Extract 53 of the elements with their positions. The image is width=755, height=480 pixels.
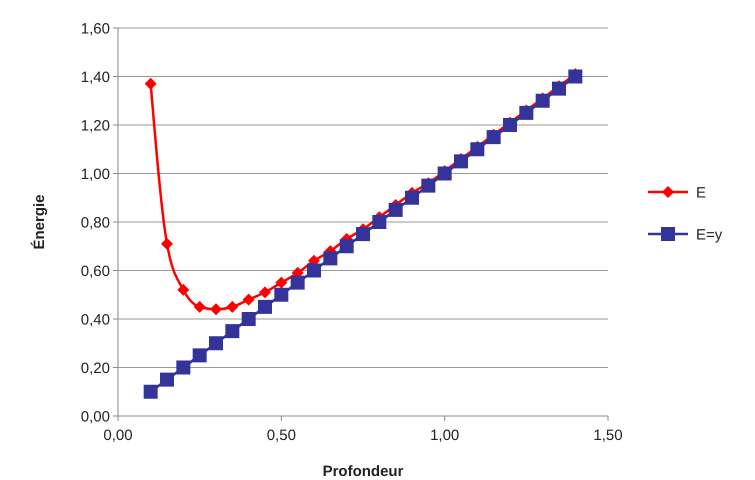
point <box>144 78 157 90</box>
point <box>177 284 190 296</box>
point <box>307 264 321 278</box>
y-tick-label: 0,00 <box>80 408 110 426</box>
point <box>194 300 206 313</box>
y-tick-label: 0,60 <box>80 262 110 280</box>
y-tick-label: 1,40 <box>80 68 110 86</box>
y-tick-label: 0,40 <box>80 311 110 328</box>
point <box>340 239 354 254</box>
point <box>454 154 468 168</box>
x-tick-label: 0,00 <box>103 427 133 444</box>
point <box>323 251 338 266</box>
legend-label: E <box>696 184 706 202</box>
point <box>210 303 222 316</box>
legend-label: E=y <box>696 226 723 244</box>
point <box>372 215 386 229</box>
point <box>290 276 305 290</box>
point <box>519 106 534 120</box>
point <box>161 238 173 250</box>
point <box>192 348 207 362</box>
point <box>356 227 370 242</box>
y-tick-label: 0,20 <box>80 360 110 377</box>
x-tick-label: 1,00 <box>430 427 460 444</box>
point <box>209 336 223 350</box>
point <box>226 300 238 313</box>
point <box>176 360 190 374</box>
y-tick-label: 0,80 <box>80 214 110 232</box>
point <box>503 118 517 132</box>
y-axis-title: Énergie <box>30 194 48 250</box>
point <box>258 300 272 314</box>
point <box>274 288 288 302</box>
point <box>536 94 550 108</box>
point <box>275 276 288 289</box>
point <box>242 294 255 306</box>
point <box>438 166 452 180</box>
y-tick-label: 1,00 <box>80 166 110 183</box>
y-tick-label: 1,20 <box>80 117 110 134</box>
point <box>259 286 271 298</box>
x-tick-label: 1,50 <box>593 427 623 444</box>
point <box>405 190 419 205</box>
x-axis-title: Profondeur <box>322 463 404 480</box>
point <box>552 82 566 96</box>
x-tick-label: 0,50 <box>266 427 296 444</box>
point <box>144 384 158 399</box>
point <box>421 178 436 193</box>
point <box>486 130 501 144</box>
point <box>160 372 174 387</box>
point <box>242 312 256 326</box>
point <box>388 202 403 217</box>
point <box>470 142 484 156</box>
y-tick-label: 1,60 <box>80 20 110 38</box>
point <box>225 324 240 338</box>
point <box>568 70 582 84</box>
